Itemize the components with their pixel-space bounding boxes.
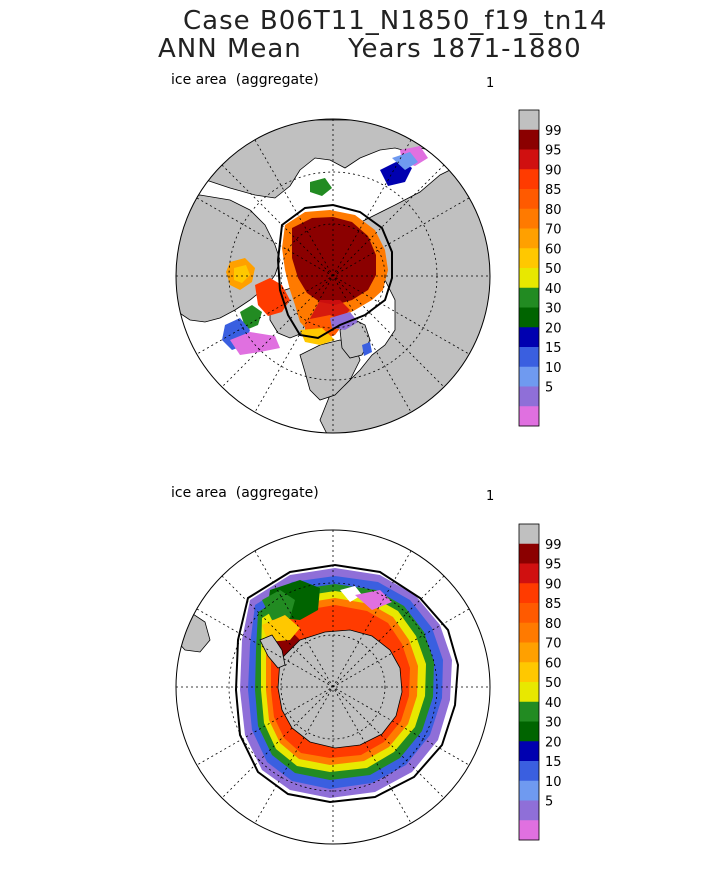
colorbar-1-label-10: 20	[545, 321, 562, 336]
colorbar-2-label-4: 80	[545, 617, 562, 632]
arctic-land-europe	[299, 339, 361, 401]
colorbar-1-label-3: 85	[545, 183, 562, 198]
antarctic-ice-magenta-patch	[355, 590, 392, 610]
antarctic-ice-light-patch	[340, 586, 362, 602]
colorbar-2-border	[518, 523, 540, 841]
arctic-ice-nordic-purple	[330, 312, 358, 330]
colorbar-2-swatch-9	[519, 701, 539, 722]
arctic-ice-hudson-inner	[234, 265, 250, 283]
colorbar-2-label-9: 30	[545, 716, 562, 731]
colorbar-2-label-13: 5	[545, 795, 553, 810]
colorbar-2-swatch-13	[519, 780, 539, 801]
colorbar-1-label-1: 95	[545, 144, 562, 159]
colorbar-1-label-6: 60	[545, 242, 562, 257]
colorbar-1-swatch-1	[519, 129, 539, 150]
colorbar-2-swatch-8	[519, 682, 539, 703]
colorbar-2-swatch-7	[519, 662, 539, 683]
antarctic-ice-weddell-mid	[262, 590, 295, 620]
colorbar-2-label-2: 90	[545, 577, 562, 592]
colorbar-1-label-8: 40	[545, 282, 562, 297]
colorbar-2-label-12: 10	[545, 775, 562, 790]
colorbar-1-label-11: 15	[545, 341, 562, 356]
colorbar-1-label-13: 5	[545, 381, 553, 396]
colorbar-1-label-12: 10	[545, 361, 562, 376]
colorbar-2-swatch-10	[519, 721, 539, 742]
colorbar-1-swatch-14	[519, 386, 539, 407]
antarctic-land-peninsula	[259, 634, 286, 669]
colorbar-1-border	[518, 109, 540, 427]
colorbar-1-label-0: 99	[545, 124, 562, 139]
panel-2-number: 1	[486, 489, 495, 504]
panel-1-label: ice area (aggregate)	[171, 72, 319, 88]
colorbar-2-swatch-2	[519, 563, 539, 584]
colorbar-1-label-5: 70	[545, 223, 562, 238]
colorbar-2-label-7: 50	[545, 676, 562, 691]
colorbar-1-swatch-8	[519, 268, 539, 289]
colorbar-2-swatch-11	[519, 741, 539, 762]
arctic-map-border	[175, 118, 491, 434]
panel-1-number: 1	[486, 76, 495, 91]
arctic-ice-bering-green	[310, 178, 332, 196]
colorbar-2-swatch-12	[519, 761, 539, 782]
antarctic-graticule	[176, 530, 490, 844]
colorbar-2-swatch-0	[519, 524, 539, 545]
arctic-ice-edge-contour	[276, 203, 393, 340]
colorbar-1-swatch-11	[519, 327, 539, 348]
colorbar-1-swatch-9	[519, 287, 539, 308]
colorbar-2-swatch-5	[519, 622, 539, 643]
colorbar-1-swatch-13	[519, 366, 539, 387]
colorbar-1-swatch-7	[519, 248, 539, 269]
colorbar-2-label-11: 15	[545, 755, 562, 770]
colorbar-2-swatch-6	[519, 642, 539, 663]
arctic-ice-zone-core	[292, 217, 376, 305]
colorbar-2-label-0: 99	[545, 538, 562, 553]
colorbar-1-label-4: 80	[545, 203, 562, 218]
colorbar-1-swatch-4	[519, 189, 539, 210]
antarctic-ice-edge-contour	[234, 563, 460, 804]
colorbar-1-swatch-2	[519, 149, 539, 170]
antarctic-land-continent	[277, 629, 403, 749]
colorbar-2-swatch-4	[519, 603, 539, 624]
colorbar-1: 99 95 90 85 80 70 60 50 40 30 20 15 10 5	[518, 109, 562, 427]
colorbar-1-label-7: 50	[545, 262, 562, 277]
colorbar-1-swatch-15	[519, 406, 539, 427]
antarctic-map	[175, 529, 491, 845]
colorbar-2-swatch-3	[519, 583, 539, 604]
colorbar-1-swatch-12	[519, 347, 539, 368]
title-line-1: Case B06T11_N1850_f19_tn14	[183, 6, 608, 36]
arctic-ice-baffin	[255, 278, 290, 316]
colorbar-2-label-1: 95	[545, 558, 562, 573]
colorbar-1-swatch-10	[519, 307, 539, 328]
colorbar-2-label-8: 40	[545, 696, 562, 711]
colorbar-2-swatch-15	[519, 820, 539, 841]
colorbar-2-swatch-14	[519, 800, 539, 821]
colorbar-1-label-9: 30	[545, 302, 562, 317]
arctic-ice-okhotsk-light	[392, 152, 418, 170]
arctic-ice-labrador-magenta	[230, 332, 280, 355]
colorbar-1-swatch-6	[519, 228, 539, 249]
arctic-ice-labrador-green	[240, 305, 262, 330]
colorbar-1-swatch-3	[519, 169, 539, 190]
colorbar-1-swatch-0	[519, 110, 539, 131]
colorbar-2-label-6: 60	[545, 656, 562, 671]
arctic-ice-baltic	[362, 342, 372, 356]
colorbar-2-swatch-1	[519, 543, 539, 564]
colorbar-2: 99 95 90 85 80 70 60 50 40 30 20 15 10 5	[518, 523, 562, 841]
colorbar-2-label-5: 70	[545, 637, 562, 652]
antarctic-map-border	[175, 529, 491, 845]
arctic-graticule	[176, 119, 490, 433]
title-line-2: ANN Mean Years 1871-1880	[158, 34, 582, 64]
arctic-map	[175, 118, 491, 434]
panel-2-label: ice area (aggregate)	[171, 485, 319, 501]
colorbar-2-label-3: 85	[545, 597, 562, 612]
colorbar-1-label-2: 90	[545, 163, 562, 178]
colorbar-2-label-10: 20	[545, 735, 562, 750]
colorbar-1-swatch-5	[519, 208, 539, 229]
